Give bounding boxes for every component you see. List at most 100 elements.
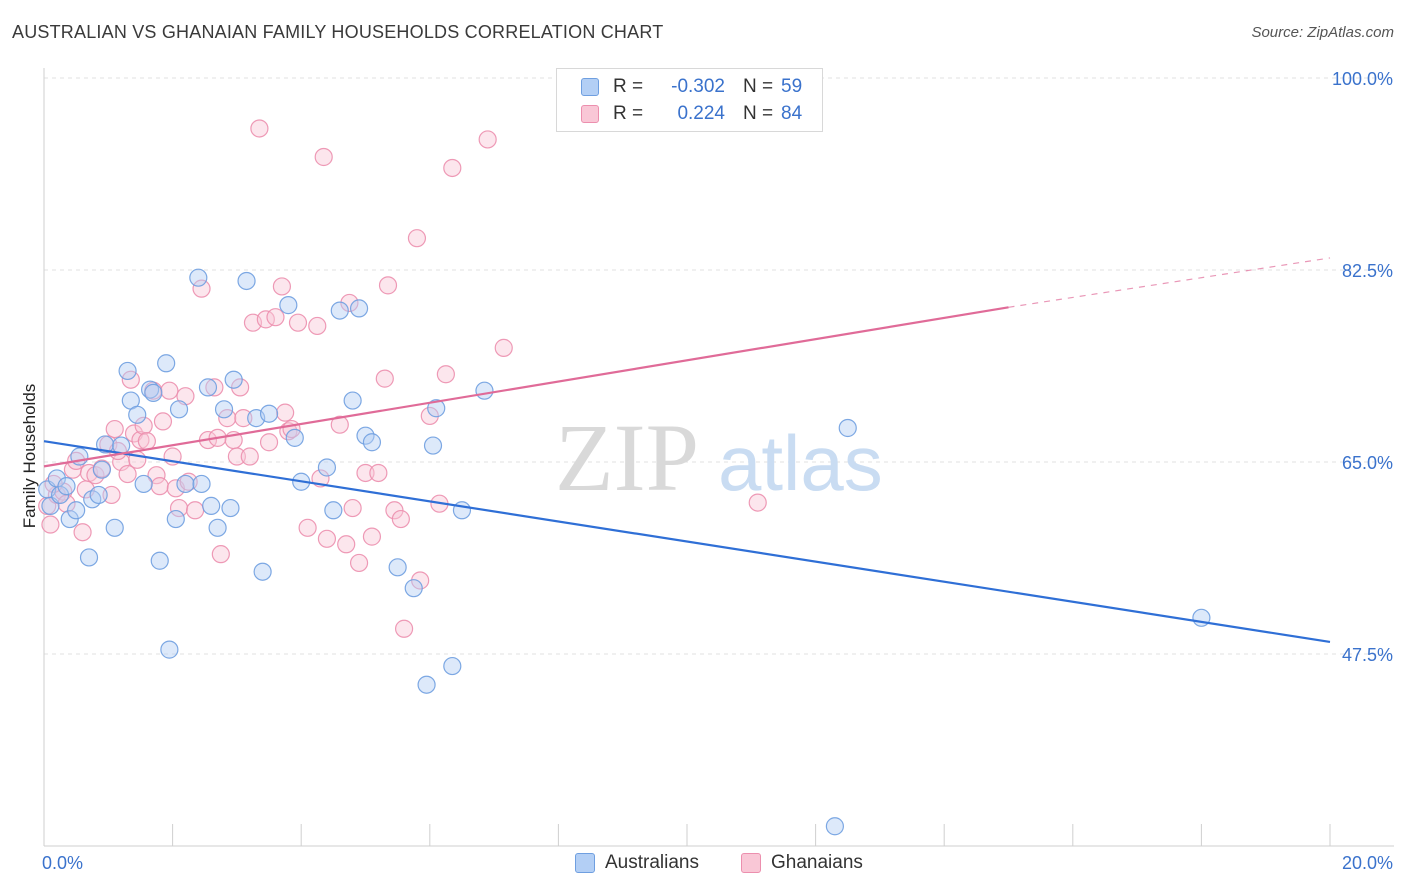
ghanaians-point xyxy=(298,518,317,537)
australians-point xyxy=(237,271,256,291)
australians-point xyxy=(150,551,169,570)
australians-point xyxy=(427,399,446,418)
australians-point xyxy=(259,404,279,423)
australians-swatch xyxy=(575,853,595,873)
australians-point xyxy=(189,268,208,287)
n-value: 84 xyxy=(781,103,803,124)
australians-point xyxy=(362,433,382,452)
australians-point xyxy=(279,296,298,315)
n-label: N = xyxy=(743,103,774,124)
australians-point xyxy=(221,498,240,518)
australians-point xyxy=(169,400,189,419)
australians-point xyxy=(214,400,234,419)
australians-point xyxy=(118,361,137,381)
ghanaians-point xyxy=(330,415,349,434)
ghanaians-point xyxy=(186,501,205,520)
x-tick-label: 20.0% xyxy=(1342,853,1393,873)
australians-point xyxy=(224,370,243,389)
ghanaians-point xyxy=(288,313,308,332)
ghanaians-point xyxy=(227,447,246,466)
australians-point xyxy=(176,474,195,494)
legend-label: Australians xyxy=(605,852,699,873)
australians-point xyxy=(67,501,86,520)
australians-point xyxy=(452,501,472,520)
source-label: Source: ZipAtlas.com xyxy=(1251,24,1394,41)
ghanaians-point xyxy=(205,378,224,397)
australians-point xyxy=(404,579,423,598)
ghanaians-point xyxy=(407,229,427,248)
ghanaians-point xyxy=(105,419,124,439)
ghanaians-point xyxy=(349,553,369,573)
series-legend: Australians Ghanaians xyxy=(575,852,905,874)
australians-point xyxy=(105,518,124,537)
ghanaians-point xyxy=(131,430,150,450)
australians-point xyxy=(343,391,362,410)
australians-point xyxy=(128,405,147,424)
stats-row-australians: R = -0.302 N = 59 xyxy=(581,75,802,99)
australians-swatch xyxy=(581,78,599,96)
ghanaians-point xyxy=(259,433,279,452)
y-tick-label: 82.5% xyxy=(1342,261,1393,281)
ghanaians-point xyxy=(160,381,179,400)
ghanaians-point xyxy=(748,493,767,512)
ghanaians-point xyxy=(153,412,173,431)
r-value: 0.224 xyxy=(677,103,725,124)
legend-item-australians[interactable]: Australians xyxy=(575,852,699,874)
r-label: R = xyxy=(613,76,644,97)
australians-point xyxy=(198,378,218,397)
australians-point xyxy=(285,428,304,447)
ghanaians-trendline-extension xyxy=(1008,257,1331,308)
y-tick-label: 47.5% xyxy=(1342,645,1393,665)
stats-legend: R = -0.302 N = 59 R = 0.224 N = 84 xyxy=(556,68,823,132)
series-australians xyxy=(38,268,1211,836)
trendlines xyxy=(43,257,1331,644)
y-tick-label: 65.0% xyxy=(1342,453,1393,473)
ghanaians-swatch xyxy=(741,853,761,873)
gridlines xyxy=(44,77,1394,655)
ghanaians-point xyxy=(494,338,513,357)
ghanaians-point xyxy=(272,277,292,296)
ghanaians-point xyxy=(137,432,156,451)
r-label: R = xyxy=(613,103,644,124)
legend-label: Ghanaians xyxy=(771,852,863,873)
australians-point xyxy=(349,299,369,318)
australians-point xyxy=(89,485,108,505)
n-value: 59 xyxy=(781,76,803,97)
australians-point xyxy=(134,474,153,494)
ghanaians-point xyxy=(250,119,269,138)
australians-point xyxy=(144,383,163,402)
stats-row-ghanaians: R = 0.224 N = 84 xyxy=(581,102,802,126)
ghanaians-point xyxy=(150,477,169,496)
ghanaians-point xyxy=(317,529,337,548)
ghanaians-point xyxy=(234,409,253,428)
australians-point xyxy=(253,562,272,581)
australians-point xyxy=(160,640,179,659)
ghanaians-point xyxy=(340,293,359,313)
australians-point xyxy=(192,474,211,494)
chart-title: AUSTRALIAN VS GHANAIAN FAMILY HOUSEHOLDS… xyxy=(12,22,664,42)
ghanaians-point xyxy=(266,308,285,327)
ghanaians-point xyxy=(356,463,375,483)
watermark: ZIP atlas xyxy=(555,404,883,511)
ghanaians-point xyxy=(211,545,230,564)
ghanaians-point xyxy=(73,523,92,542)
legend-item-ghanaians[interactable]: Ghanaians xyxy=(741,852,863,874)
ghanaians-point xyxy=(369,463,388,483)
ghanaians-point xyxy=(375,369,394,388)
australians-point xyxy=(324,501,343,520)
r-value: -0.302 xyxy=(671,76,725,97)
australians-point xyxy=(443,656,462,676)
ghanaians-swatch xyxy=(581,105,599,123)
ghanaians-point xyxy=(192,279,211,298)
australians-point xyxy=(423,436,443,455)
australians-point xyxy=(166,509,185,529)
australians-point xyxy=(92,460,111,479)
ghanaians-point xyxy=(147,466,166,485)
ghanaians-point xyxy=(378,276,398,295)
n-label: N = xyxy=(743,76,774,97)
y-tick-label: 100.0% xyxy=(1332,69,1393,89)
australians-point xyxy=(57,477,76,496)
ghanaians-point xyxy=(118,464,137,484)
ghanaians-point xyxy=(394,619,414,638)
